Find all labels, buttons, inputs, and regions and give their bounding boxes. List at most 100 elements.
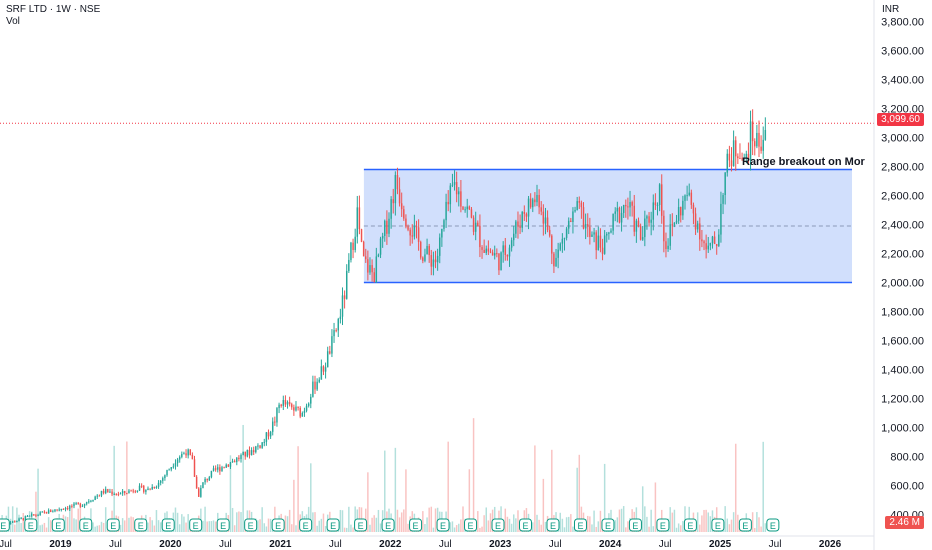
candle-body	[584, 224, 587, 229]
candle-body	[747, 153, 750, 161]
candle-body	[671, 224, 674, 226]
candle-body	[331, 336, 333, 354]
candle-body	[574, 210, 576, 212]
candle-body	[713, 236, 716, 245]
candle-body	[610, 230, 612, 233]
volume-bar	[764, 523, 767, 532]
volume-bar	[375, 517, 378, 532]
volume-bar	[50, 520, 52, 532]
volume-bar	[673, 509, 676, 532]
candle-body	[343, 295, 346, 299]
volume-bar	[339, 509, 342, 532]
candle-body	[625, 205, 627, 207]
candle-body	[140, 485, 143, 487]
volume-bar	[405, 469, 407, 532]
price-tick-label: 3,200.00	[881, 104, 924, 116]
volume-bar	[39, 525, 41, 532]
candle-body	[225, 464, 227, 468]
candle-body	[348, 259, 350, 271]
currency-label: INR	[882, 4, 900, 15]
volume-bar	[682, 520, 684, 532]
volume-bar	[724, 506, 726, 532]
candle-body	[90, 500, 92, 502]
earnings-marker	[216, 518, 230, 532]
earnings-marker-label: E	[413, 521, 419, 531]
volume-bar	[98, 525, 101, 532]
candle-body	[718, 234, 720, 246]
candle-body	[578, 201, 581, 203]
price-tick-label: 2,600.00	[881, 191, 924, 203]
candle-body	[576, 201, 578, 211]
candle-body	[295, 406, 297, 411]
candle-body	[326, 351, 329, 368]
candle-body	[341, 295, 344, 317]
candle-body	[151, 486, 153, 490]
candle-body	[147, 488, 149, 491]
time-tick-label: Jul	[329, 539, 342, 550]
candle-body	[229, 462, 232, 467]
candle-body	[637, 220, 640, 227]
volume-bar	[398, 517, 401, 532]
time-tick-label: Jul	[109, 539, 122, 550]
volume-bar	[181, 514, 183, 532]
volume-bar	[348, 506, 350, 532]
candle-body	[398, 189, 401, 204]
candle-body	[305, 405, 308, 411]
candle-body	[424, 254, 426, 261]
candle-body	[134, 491, 137, 493]
volume-bar	[751, 512, 754, 532]
candle-body	[570, 220, 572, 222]
time-tick-label: Jul	[0, 539, 12, 550]
earnings-marker	[491, 518, 505, 532]
candle-body	[644, 218, 646, 238]
candle-body	[739, 158, 741, 160]
volume-bar	[669, 507, 671, 532]
candle-body	[559, 243, 561, 250]
candle-body	[365, 256, 367, 260]
price-tick-label: 1,200.00	[881, 393, 924, 405]
volume-bar	[208, 521, 211, 532]
candle-body	[274, 421, 276, 423]
volume-bar	[94, 526, 96, 532]
volume-bar	[538, 519, 540, 532]
candle-body	[403, 209, 405, 219]
symbol-title[interactable]: SRF LTD · 1W · NSE	[6, 4, 101, 15]
candle-body	[699, 223, 701, 240]
volume-bar	[128, 517, 130, 532]
volume-bar	[424, 524, 426, 532]
volume-bar	[728, 524, 731, 532]
volume-bar	[14, 524, 16, 532]
earnings-marker-label: E	[248, 521, 254, 531]
candle-body	[400, 203, 403, 210]
candle-body	[130, 490, 132, 492]
volume-bar	[479, 527, 481, 532]
candle-body	[81, 505, 84, 507]
candle-body	[483, 249, 485, 253]
price-tick-label: 800.00	[890, 451, 924, 463]
volume-bar	[762, 441, 764, 532]
time-tick-label: 2025	[709, 539, 732, 550]
range-breakout-annotation: Range breakout on Mor	[742, 156, 866, 168]
volume-bar	[504, 508, 507, 532]
candle-body	[529, 198, 532, 208]
volume-bar	[214, 521, 217, 532]
volume-label[interactable]: Vol	[6, 16, 20, 27]
candle-body	[428, 246, 430, 256]
time-tick-label: 2019	[49, 539, 72, 550]
candle-body	[635, 220, 638, 232]
price-axis[interactable]: 400.00600.00800.001,000.001,200.001,400.…	[881, 17, 924, 522]
candle-body	[318, 379, 320, 382]
candle-body	[641, 237, 644, 240]
volume-bar	[627, 521, 629, 532]
volume-bar	[622, 506, 625, 532]
volume-bar	[155, 510, 158, 532]
volume-bar	[20, 523, 22, 532]
candle-body	[263, 441, 266, 443]
volume-bar	[671, 512, 674, 532]
candle-body	[121, 491, 124, 494]
candle-body	[409, 229, 411, 236]
candle-body	[705, 243, 707, 250]
time-axis[interactable]: Jul 2019 Jul 2020 Jul 2021 Jul 2022 Jul 2023 Jul 20…	[0, 539, 842, 550]
